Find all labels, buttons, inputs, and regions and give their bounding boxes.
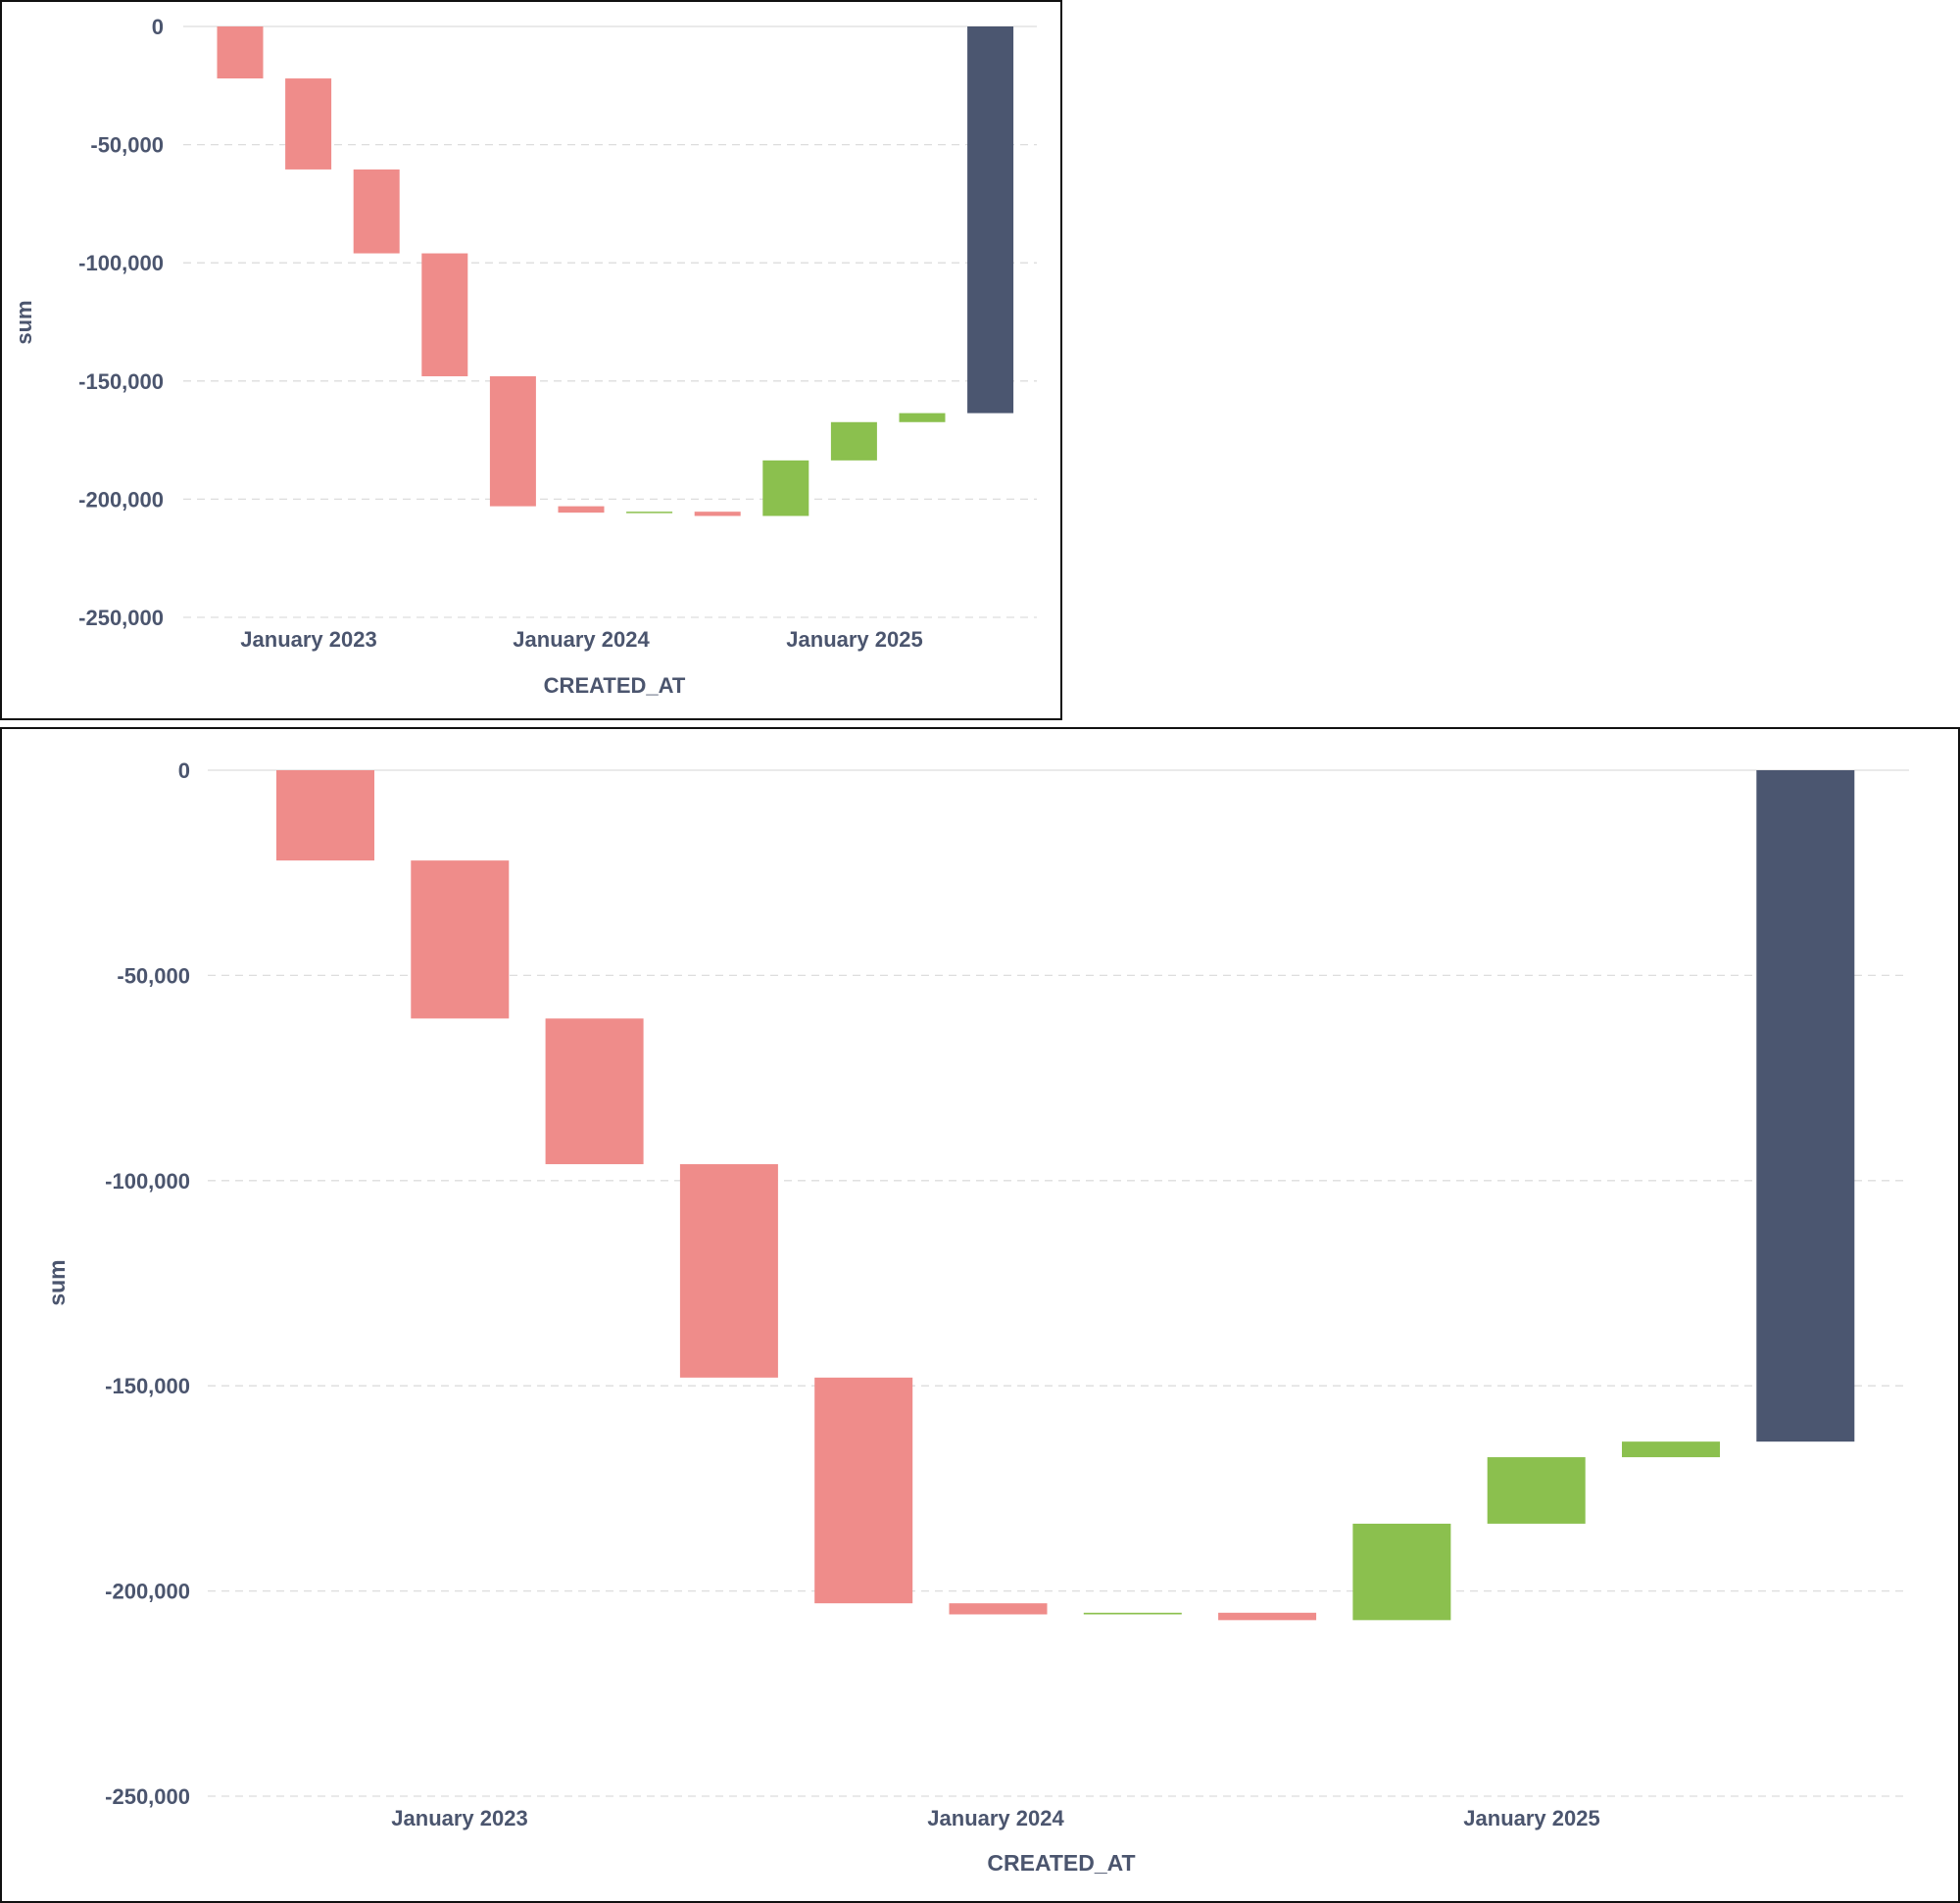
decrease-bar: [679, 1164, 778, 1378]
decrease-bar: [949, 1603, 1048, 1615]
decrease-bar: [353, 169, 400, 254]
increase-bar: [762, 460, 809, 516]
y-tick-label: -50,000: [90, 133, 164, 158]
y-tick-label: 0: [178, 758, 190, 783]
total-bar: [1756, 770, 1855, 1442]
y-tick-label: -150,000: [78, 369, 164, 394]
x-tick-label: January 2025: [1463, 1806, 1599, 1830]
waterfall-chart-large: 0 -50,000 -100,000 -150,000 -200,000 -250,000…: [44, 758, 1909, 1876]
y-axis-title: sum: [12, 300, 36, 344]
y-tick-label: -250,000: [78, 606, 164, 630]
decrease-bar: [1218, 1612, 1317, 1621]
total-bar: [967, 26, 1014, 414]
decrease-bar: [411, 860, 510, 1019]
decrease-bar: [276, 770, 374, 861]
increase-bar: [1622, 1441, 1720, 1458]
increase-bar: [899, 413, 946, 422]
y-tick-label: -50,000: [117, 963, 190, 988]
x-axis-title: CREATED_AT: [544, 673, 686, 698]
waterfall-chart-small: 0 -50,000 -100,000 -150,000 -200,000 -250,000…: [12, 15, 1037, 698]
x-tick-label: January 2024: [513, 627, 650, 652]
decrease-bar: [421, 253, 468, 376]
decrease-bar: [694, 512, 741, 516]
chart-panel-small: 0 -50,000 -100,000 -150,000 -200,000 -250,000…: [0, 0, 1062, 720]
x-tick-label: January 2025: [786, 627, 922, 652]
increase-bar: [1487, 1457, 1586, 1524]
decrease-bar: [558, 506, 605, 513]
x-tick-label: January 2023: [391, 1806, 527, 1830]
y-tick-label: -200,000: [78, 487, 164, 512]
decrease-bar: [217, 26, 264, 79]
x-tick-label: January 2024: [927, 1806, 1064, 1830]
decrease-bar: [489, 375, 536, 507]
y-axis-title: sum: [44, 1259, 70, 1305]
y-tick-label: 0: [152, 15, 164, 39]
y-tick-label: -150,000: [105, 1374, 190, 1398]
increase-bar: [1083, 1612, 1182, 1615]
y-tick-label: -100,000: [78, 251, 164, 275]
y-tick-label: -250,000: [105, 1784, 190, 1809]
decrease-bar: [545, 1018, 644, 1165]
y-tick-label: -200,000: [105, 1580, 190, 1604]
decrease-bar: [814, 1377, 913, 1604]
y-tick-label: -100,000: [105, 1169, 190, 1194]
increase-bar: [1352, 1523, 1451, 1621]
decrease-bar: [285, 78, 332, 170]
increase-bar: [626, 512, 673, 513]
x-tick-label: January 2023: [240, 627, 376, 652]
increase-bar: [830, 421, 877, 461]
chart-panel-large: 0 -50,000 -100,000 -150,000 -200,000 -250,000…: [0, 727, 1960, 1903]
x-axis-title: CREATED_AT: [987, 1850, 1135, 1876]
